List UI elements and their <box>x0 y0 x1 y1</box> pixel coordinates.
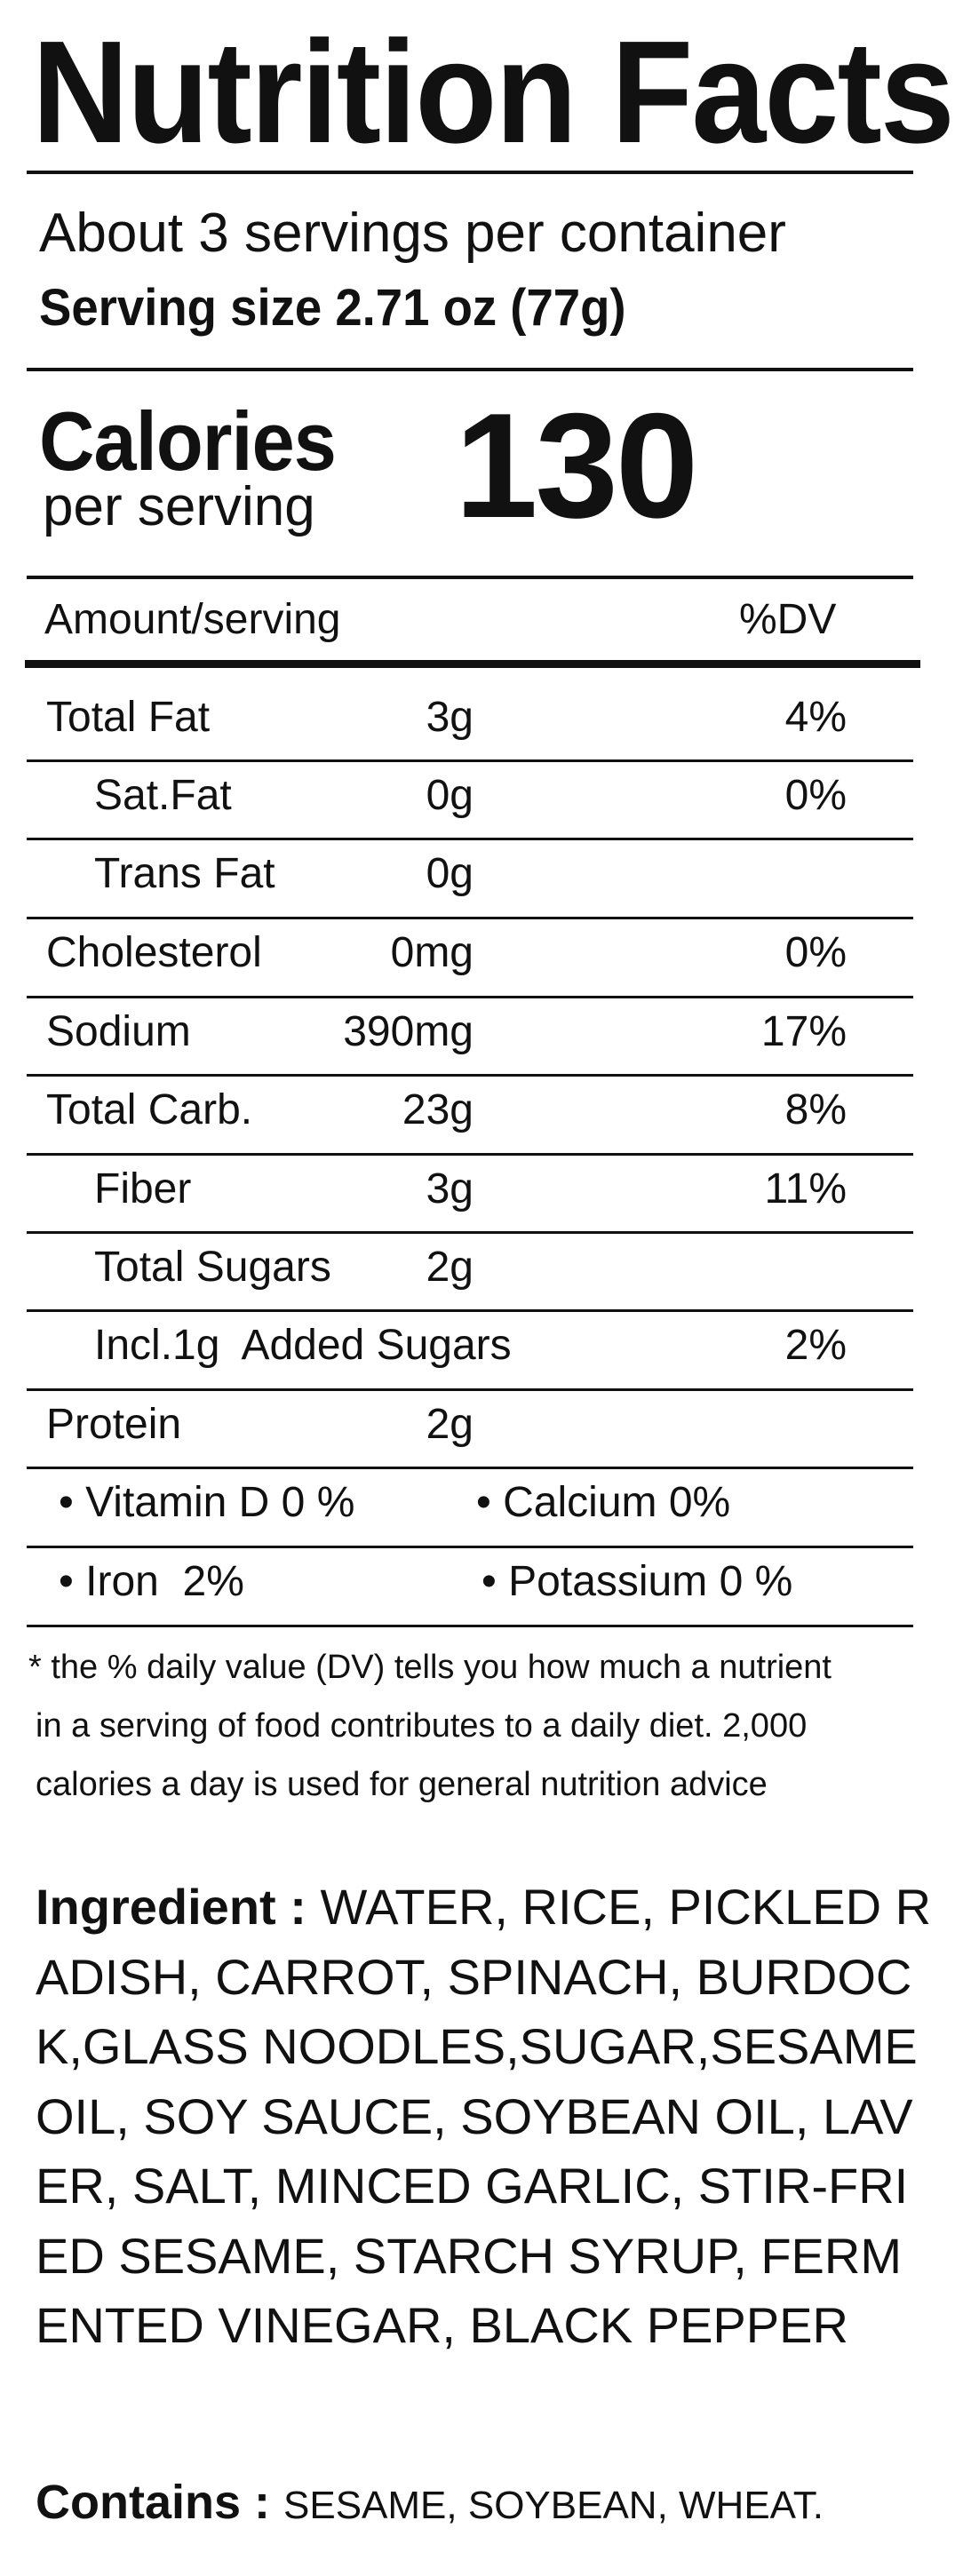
iron-value: • Iron 2% <box>59 1558 244 1605</box>
nutrient-name: Cholesterol <box>46 929 262 976</box>
nutrient-dv: 17% <box>760 1008 847 1055</box>
header-dv: %DV <box>739 596 837 643</box>
nutrient-name: Total Sugars <box>94 1244 331 1291</box>
calories-divider <box>27 576 913 579</box>
nutrient-amount: 3g <box>426 1165 474 1212</box>
header-amount: Amount/serving <box>44 596 341 643</box>
contains-label: Contains : <box>36 2476 283 2529</box>
footnote-line: * the % daily value (DV) tells you how m… <box>28 1649 832 1686</box>
row-divider <box>27 838 913 840</box>
ingredients-text: WATER, RICE, PICKLED RADISH, CARROT, SPI… <box>36 1879 932 2353</box>
row-divider <box>27 1388 913 1391</box>
nutrient-amount: 23g <box>402 1086 474 1133</box>
potassium-value: • Potassium 0 % <box>481 1558 793 1605</box>
calcium-value: • Calcium 0% <box>476 1479 731 1526</box>
row-divider <box>27 1309 913 1312</box>
nutrient-row-added-sugars: Incl.1g Added Sugars 2% <box>0 1307 955 1385</box>
nutrient-name: Sat.Fat <box>94 772 232 819</box>
row-divider <box>27 1467 913 1469</box>
nutrient-dv: 0% <box>784 772 847 819</box>
allergen-statement: Contains : SESAME, SOYBEAN, WHEAT. <box>36 2478 824 2526</box>
row-divider <box>27 759 913 762</box>
label-title: Nutrition Facts <box>32 11 955 173</box>
nutrient-name: Protein <box>46 1401 182 1448</box>
nutrient-name: Fiber <box>94 1165 192 1212</box>
nutrient-amount: 2g <box>426 1401 474 1448</box>
nutrient-amount: 0mg <box>390 929 474 976</box>
vitamin-d-value: • Vitamin D 0 % <box>59 1479 355 1526</box>
nutrient-name: Incl.1g Added Sugars <box>94 1322 512 1369</box>
nutrient-row-trans-fat: Trans Fat 0g <box>0 835 955 913</box>
nutrient-name: Trans Fat <box>94 850 275 897</box>
row-divider <box>27 1074 913 1077</box>
footnote-line: calories a day is used for general nutri… <box>36 1766 768 1803</box>
row-divider <box>27 917 913 919</box>
nutrient-dv: 8% <box>784 1086 847 1133</box>
calories-sublabel: per serving <box>43 476 315 537</box>
serving-size: Serving size 2.71 oz (77g) <box>39 279 626 337</box>
row-divider <box>27 996 913 998</box>
header-divider <box>25 660 920 668</box>
nutrient-row-total-fat: Total Fat 3g 4% <box>0 679 955 757</box>
ingredients-block: Ingredient : WATER, RICE, PICKLED RADISH… <box>36 1872 933 2361</box>
nutrient-row-total-sugars: Total Sugars 2g <box>0 1228 955 1307</box>
nutrient-row-total-carb: Total Carb. 23g 8% <box>0 1071 955 1149</box>
vitamin-row: • Iron 2% • Potassium 0 % <box>0 1543 955 1621</box>
calories-value: 130 <box>455 382 698 549</box>
nutrient-row-cholesterol: Cholesterol 0mg 0% <box>0 914 955 992</box>
vitamin-row: • Vitamin D 0 % • Calcium 0% <box>0 1464 955 1542</box>
nutrient-amount: 3g <box>426 694 474 741</box>
row-divider <box>27 1153 913 1156</box>
nutrient-name: Total Fat <box>46 694 211 741</box>
ingredients-label: Ingredient : <box>36 1879 321 1935</box>
nutrient-amount: 390mg <box>343 1008 474 1055</box>
nutrient-row-sodium: Sodium 390mg 17% <box>0 993 955 1071</box>
nutrient-dv: 11% <box>764 1165 847 1212</box>
nutrient-name: Total Carb. <box>46 1086 253 1133</box>
row-divider <box>27 1231 913 1234</box>
calories-label: Calories <box>39 394 337 488</box>
row-divider <box>27 1546 913 1548</box>
nutrient-amount: 0g <box>426 772 474 819</box>
nutrient-row-fiber: Fiber 3g 11% <box>0 1150 955 1228</box>
nutrient-row-protein: Protein 2g <box>0 1386 955 1464</box>
title-divider <box>27 171 913 174</box>
nutrient-dv: 4% <box>784 694 847 741</box>
nutrient-amount: 0g <box>426 850 474 897</box>
nutrient-dv: 0% <box>784 929 847 976</box>
vitamin-divider <box>27 1625 913 1627</box>
footnote-line: in a serving of food contributes to a da… <box>36 1707 808 1745</box>
nutrient-amount: 2g <box>426 1244 474 1291</box>
nutrient-dv: 2% <box>784 1322 847 1369</box>
serving-divider <box>27 368 913 371</box>
servings-per-container: About 3 servings per container <box>39 203 786 264</box>
nutrient-name: Sodium <box>46 1008 191 1055</box>
nutrient-row-sat-fat: Sat.Fat 0g 0% <box>0 757 955 835</box>
contains-text: SESAME, SOYBEAN, WHEAT. <box>283 2484 824 2527</box>
